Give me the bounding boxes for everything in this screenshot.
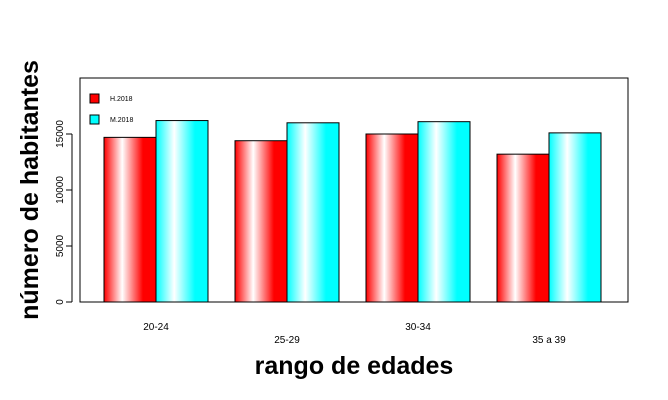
- x-axis-title: rango de edades: [255, 352, 454, 380]
- x-tick-label: 30-34: [405, 322, 431, 333]
- legend-swatch: [89, 93, 100, 104]
- bar-h-2018-35-a-39: [496, 153, 550, 303]
- y-tick-label: 10000: [55, 176, 66, 204]
- y-axis-title: número de habitantes: [16, 60, 44, 320]
- legend: H.2018 M.2018: [89, 93, 133, 125]
- y-tick-label: 15000: [55, 120, 66, 148]
- x-tick-label: 35 a 39: [532, 335, 566, 346]
- bar-m-2018-30-34: [417, 121, 471, 303]
- bar-h-2018-30-34: [365, 133, 419, 303]
- bars-group: [103, 120, 602, 303]
- plot-frame: [79, 77, 629, 303]
- bar-m-2018-20-24: [155, 120, 209, 303]
- bar-h-2018-25-29: [234, 140, 288, 303]
- bar-m-2018-35-a-39: [548, 132, 602, 303]
- bar-m-2018-25-29: [286, 122, 340, 303]
- legend-label: M.2018: [110, 117, 133, 124]
- bar-h-2018-20-24: [103, 136, 157, 303]
- y-tick-label: 5000: [55, 234, 66, 257]
- legend-swatch: [89, 114, 100, 125]
- y-tick-label: 0: [55, 299, 66, 305]
- x-tick-label: 25-29: [274, 335, 300, 346]
- x-tick-label: 20-24: [143, 322, 169, 333]
- y-axis: 0 5000 10000 15000: [55, 120, 73, 305]
- legend-label: H.2018: [110, 96, 133, 103]
- x-axis: 20-24 25-29 30-34 35 a 39: [143, 322, 566, 346]
